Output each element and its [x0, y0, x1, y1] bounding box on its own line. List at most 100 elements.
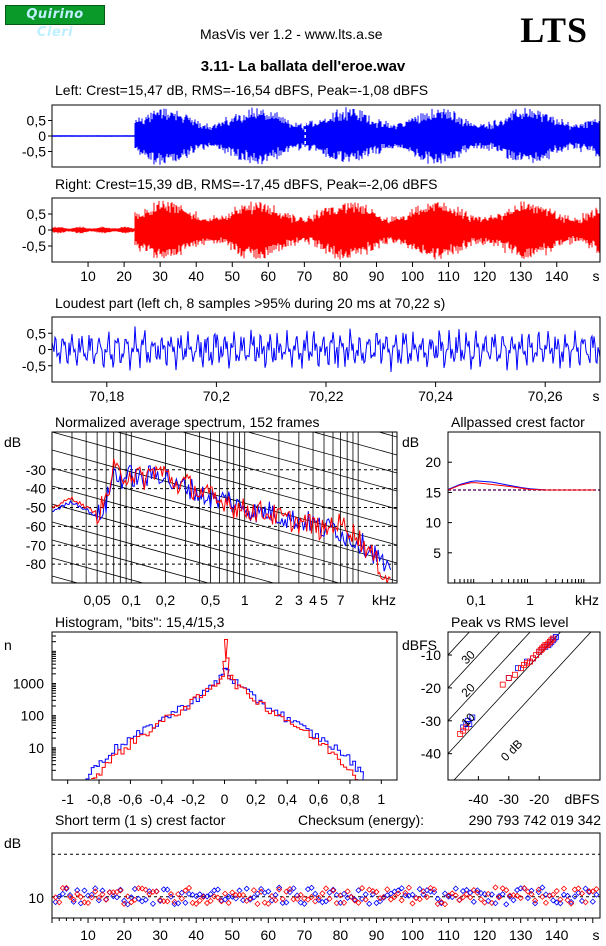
- crest-left-point: [308, 884, 315, 891]
- pvr-right-point: [536, 648, 543, 655]
- crest-right-point: [405, 884, 412, 891]
- crest-left-point: [283, 899, 290, 906]
- crest-left-point: [369, 891, 376, 898]
- x-tick-label: 40: [188, 927, 204, 943]
- y-tick-label: -0,5: [22, 144, 46, 160]
- y-axis-label: n: [4, 637, 12, 653]
- crest-left-point: [373, 899, 380, 907]
- x-tick-label: 110: [437, 927, 460, 943]
- crest-right-point: [456, 897, 463, 904]
- crest-right-point: [358, 885, 366, 892]
- x-tick-label: 50: [224, 268, 240, 284]
- crest-left-point: [312, 890, 319, 897]
- crest-right-point: [63, 884, 70, 891]
- y-tick-label: -70: [26, 537, 46, 553]
- crest-left-point: [503, 901, 510, 908]
- pvr-right-point: [545, 640, 552, 647]
- crest-right-point: [182, 887, 189, 894]
- crest-right-point: [196, 897, 203, 904]
- slope-line: [52, 306, 397, 401]
- crest-left-point: [355, 887, 362, 894]
- crest-right-point: [391, 893, 398, 901]
- checksum-value: 290 793 742 019 342: [469, 812, 602, 828]
- crest-left-point: [474, 887, 481, 894]
- pvr-left-point: [524, 658, 530, 665]
- crest-left-point: [499, 891, 506, 898]
- crest-right-point: [146, 890, 153, 898]
- crest-right-point: [193, 900, 200, 907]
- crest-left-point: [164, 886, 171, 893]
- crest-right-point: [499, 885, 506, 892]
- crest-right-point: [276, 886, 283, 893]
- y-tick-label: 100: [21, 708, 45, 724]
- pvr-left-point: [464, 717, 471, 724]
- crest-left-point: [470, 898, 477, 905]
- crest-right-point: [351, 897, 358, 904]
- y-tick-label: 0: [38, 342, 46, 358]
- crest-left-point: [88, 891, 95, 898]
- crest-right-point: [315, 894, 322, 901]
- slope-line: [311, 432, 397, 456]
- crest-right-point: [575, 885, 582, 892]
- x-tick-label: 80: [333, 927, 349, 943]
- crest-right-point: [441, 901, 449, 908]
- crest-right-point: [459, 894, 467, 901]
- plot-frame: [447, 631, 601, 781]
- crest-line: [448, 632, 531, 722]
- crest-right-point: [258, 888, 265, 895]
- crest-left-point: [589, 898, 596, 905]
- x-tick-label: -0,4: [150, 791, 174, 807]
- x-tick-label: 30: [152, 927, 168, 943]
- crest-right-point: [553, 887, 560, 895]
- crest-left-point: [431, 889, 438, 896]
- crest-right-point: [395, 890, 402, 897]
- crest-right-point: [304, 896, 312, 903]
- x-tick-label: 0: [221, 791, 229, 807]
- pvr-right-point: [543, 642, 550, 649]
- x-tick-label: 1: [241, 592, 249, 608]
- crest-right-point: [542, 899, 549, 906]
- x-tick-label: 2: [275, 592, 283, 608]
- crest-line: [448, 632, 562, 755]
- slope-line: [52, 557, 145, 583]
- crest-left-point: [366, 900, 373, 907]
- crest-left-point: [135, 895, 142, 902]
- crest-right-point: [56, 899, 63, 906]
- x-tick-label: 5: [320, 592, 328, 608]
- crest-right-point: [409, 900, 416, 907]
- crest-right-point: [164, 898, 171, 905]
- crest-left-point: [340, 890, 348, 897]
- crest-right-point: [373, 888, 380, 895]
- crest-left-point: [560, 891, 568, 898]
- crest-left-point: [514, 887, 521, 894]
- crest-right-point: [185, 884, 193, 892]
- crest-right-point: [445, 892, 452, 899]
- crest-line-label: 20: [458, 680, 478, 700]
- crest-left-point: [485, 897, 492, 904]
- histogram-right-line: [91, 639, 359, 781]
- pvr-left-point: [505, 675, 512, 681]
- y-tick-label: -30: [421, 713, 441, 729]
- x-tick-label: 50: [224, 927, 240, 943]
- crest-right-point: [589, 888, 596, 895]
- crest-left-point: [203, 893, 211, 900]
- crest-right-point: [550, 891, 557, 898]
- slope-line: [115, 432, 397, 510]
- y-axis-label: dB: [4, 434, 21, 450]
- chart-title: Histogram, "bits": 15,4/15,3: [55, 614, 225, 630]
- crest-left-point: [250, 894, 257, 901]
- x-tick-label: 100: [401, 268, 425, 284]
- crest-right-point: [521, 885, 528, 892]
- crest-right-point: [128, 899, 135, 906]
- crest-right-point: [452, 892, 459, 899]
- crest-right-point: [189, 899, 196, 906]
- crest-left-point: [117, 886, 124, 893]
- crest-right-point: [517, 894, 524, 902]
- crest-right-point: [70, 896, 77, 903]
- crest-right-point: [121, 900, 128, 907]
- crest-right-point: [322, 885, 330, 892]
- x-tick-label: 10: [80, 927, 96, 943]
- histogram-left-line: [83, 667, 366, 781]
- short-term-crest-chart: Short term (1 s) crest factor Checksum (e…: [4, 812, 601, 943]
